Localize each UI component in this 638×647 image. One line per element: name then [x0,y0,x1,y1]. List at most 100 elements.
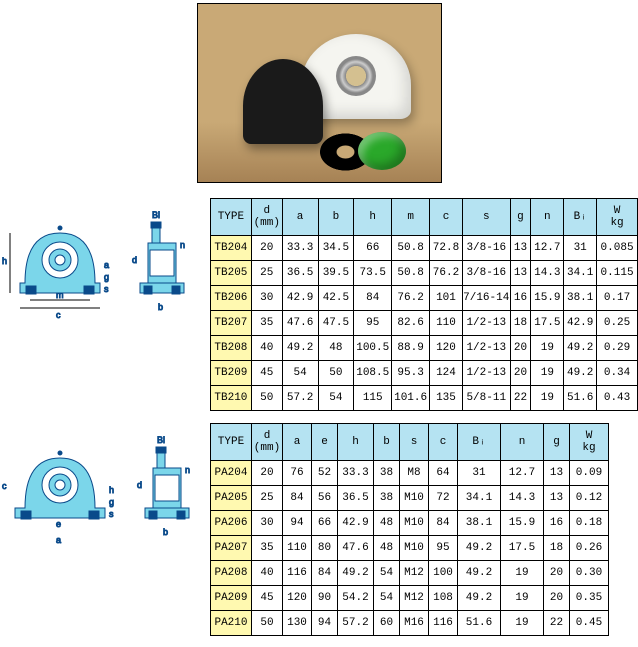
data-cell: 3/8-16 [462,261,510,286]
label-d2: d [137,480,142,490]
data-cell: 30 [252,511,283,536]
data-cell: 50.8 [392,236,430,261]
data-cell: 51.6 [458,611,501,636]
data-cell: 84 [354,286,392,311]
table-row: TB2073547.647.59582.61101/2-131817.542.9… [211,311,638,336]
data-cell: 19 [501,611,544,636]
data-cell: 100.5 [354,336,392,361]
data-cell: 49.2 [282,336,318,361]
type-cell: PA208 [211,561,252,586]
data-cell: 20 [544,586,570,611]
data-cell: 116 [429,611,458,636]
type-cell: PA205 [211,486,252,511]
data-cell: 0.17 [597,286,638,311]
data-cell: 31 [458,461,501,486]
data-cell: 15.9 [531,286,564,311]
data-cell: M12 [400,586,429,611]
data-cell: M10 [400,536,429,561]
data-cell: 51.6 [564,386,597,411]
label-n2: n [185,465,190,475]
label-d: d [132,255,137,265]
data-cell: 14.3 [501,486,544,511]
col-header: b [318,199,354,236]
data-cell: 50 [252,611,283,636]
data-cell: 1/2-13 [462,311,510,336]
data-cell: 47.6 [282,311,318,336]
data-cell: 54 [374,561,400,586]
data-cell: 64 [429,461,458,486]
data-cell: 0.115 [597,261,638,286]
data-cell: 124 [430,361,463,386]
data-cell: 0.35 [570,586,609,611]
data-cell: 17.5 [501,536,544,561]
type-cell: PA207 [211,536,252,561]
data-cell: 19 [501,561,544,586]
data-cell: 20 [251,236,282,261]
data-cell: 38.1 [458,511,501,536]
col-header: s [400,424,429,461]
data-cell: 95 [429,536,458,561]
data-cell: 0.45 [570,611,609,636]
data-cell: 13 [510,261,531,286]
col-header: b [374,424,400,461]
data-cell: 0.12 [570,486,609,511]
data-cell: 48 [374,536,400,561]
data-cell: 54 [374,586,400,611]
col-header: e [312,424,338,461]
table-row: PA209451209054.254M1210849.219200.35 [211,586,609,611]
table-row: PA210501309457.260M1611651.619220.45 [211,611,609,636]
data-cell: M8 [400,461,429,486]
data-cell: 42.9 [564,311,597,336]
data-cell: 56 [312,486,338,511]
type-cell: TB208 [211,336,252,361]
type-cell: TB206 [211,286,252,311]
data-cell: 54 [318,386,354,411]
col-header: Wkg [570,424,609,461]
col-header: h [354,199,392,236]
type-cell: TB210 [211,386,252,411]
data-cell: 49.2 [458,536,501,561]
black-housing [243,59,323,144]
data-cell: 47.6 [338,536,374,561]
data-cell: 12.7 [531,236,564,261]
pa-header-row: TYPEd(mm)aehbscBᵢngWkg [211,424,609,461]
data-cell: 22 [544,611,570,636]
data-cell: 73.5 [354,261,392,286]
tb-section: h c m a g s Bi n d b [0,198,638,411]
data-cell: 20 [544,561,570,586]
col-header: a [282,199,318,236]
data-cell: 100 [429,561,458,586]
type-cell: PA209 [211,586,252,611]
data-cell: 22 [510,386,531,411]
data-cell: 0.26 [570,536,609,561]
col-header: TYPE [211,199,252,236]
data-cell: 20 [510,361,531,386]
data-cell: 95.3 [392,361,430,386]
data-cell: 20 [252,461,283,486]
data-cell: 38 [374,461,400,486]
data-cell: 38 [374,486,400,511]
data-cell: 16 [544,511,570,536]
data-cell: 0.30 [570,561,609,586]
data-cell: 49.2 [458,586,501,611]
col-header: a [283,424,312,461]
label-h2: h [109,485,114,495]
data-cell: 7/16-14 [462,286,510,311]
type-cell: TB207 [211,311,252,336]
table-row: TB2042033.334.56650.872.83/8-161312.7310… [211,236,638,261]
data-cell: 0.25 [597,311,638,336]
data-cell: 19 [531,336,564,361]
col-header: d(mm) [251,199,282,236]
data-cell: 34.5 [318,236,354,261]
label-b2: b [163,527,168,537]
table-row: PA20525845636.538M107234.114.3130.12 [211,486,609,511]
data-cell: 1/2-13 [462,336,510,361]
data-cell: 48 [318,336,354,361]
table-row: TB2063042.942.58476.21017/16-141615.938.… [211,286,638,311]
data-cell: 120 [283,586,312,611]
data-cell: 94 [283,511,312,536]
data-cell: 0.29 [597,336,638,361]
data-cell: 15.9 [501,511,544,536]
data-cell: 38.1 [564,286,597,311]
data-cell: 50 [318,361,354,386]
